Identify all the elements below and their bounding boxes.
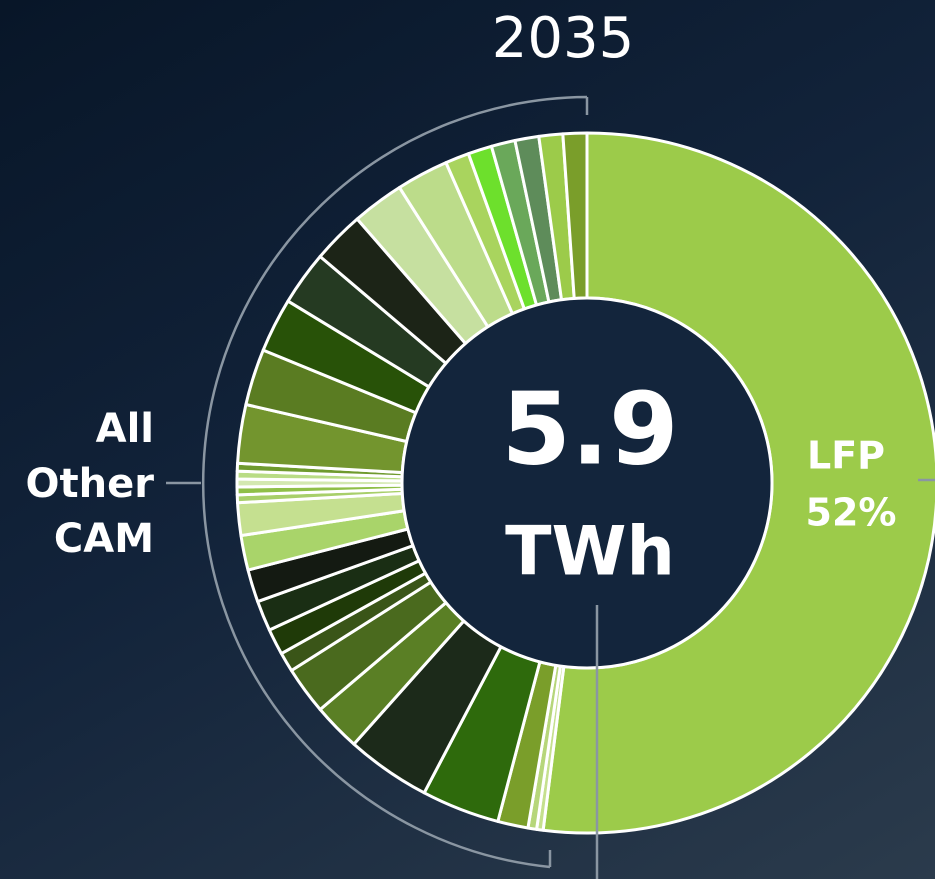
segment-label: LFP: [807, 434, 885, 478]
group-label: All Other CAM: [25, 406, 154, 562]
segments: [235, 131, 935, 835]
center-value: 5.9: [501, 370, 678, 487]
segment-value-label: 52%: [806, 491, 897, 535]
center-hole: [400, 296, 774, 670]
title: 2035: [492, 6, 635, 71]
center-unit: TWh: [505, 513, 675, 592]
group-bracket: [201, 95, 589, 869]
